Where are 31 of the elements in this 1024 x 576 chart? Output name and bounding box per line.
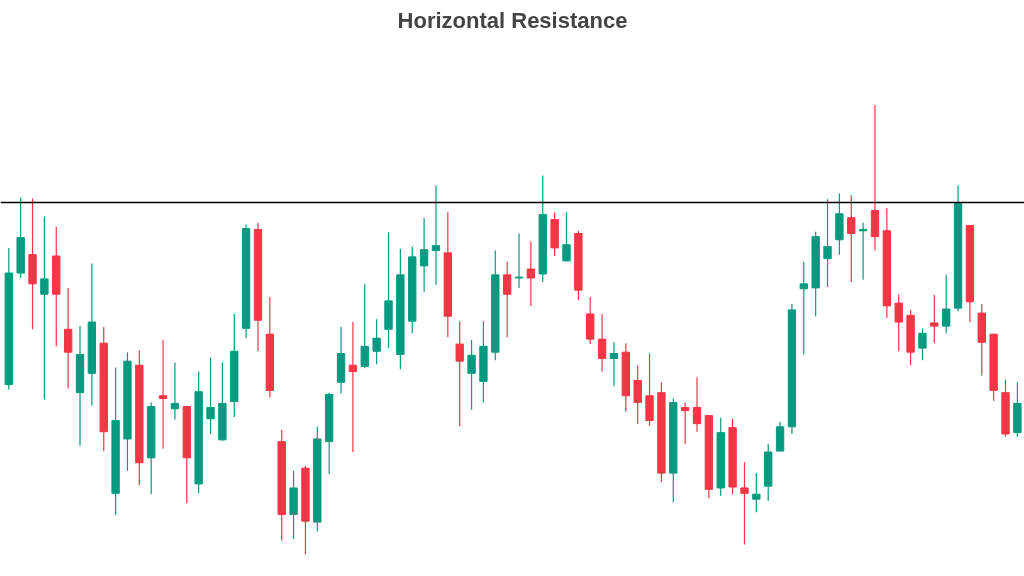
candlestick (930, 294, 939, 344)
candlestick (609, 341, 619, 387)
candlestick (823, 198, 832, 288)
candlestick (360, 283, 369, 369)
candlestick (63, 287, 73, 390)
candlestick (918, 327, 927, 361)
candlestick (455, 320, 464, 427)
candlestick (562, 211, 571, 262)
candlestick (348, 321, 358, 453)
candlestick (692, 376, 702, 433)
candlestick (206, 356, 215, 435)
chart-title: Horizontal Resistance (397, 7, 628, 33)
candlestick (633, 364, 642, 425)
candlestick (419, 217, 429, 293)
candlestick (526, 240, 536, 307)
candlestick (158, 339, 168, 450)
candlestick (752, 472, 761, 513)
candlestick (680, 401, 690, 445)
candlestick (372, 318, 381, 365)
candlestick (894, 293, 903, 352)
candlestick (467, 339, 476, 411)
candlestick (847, 194, 856, 283)
candlestick (597, 313, 607, 373)
candlestick (502, 261, 512, 338)
candlestick (740, 461, 749, 546)
candlestick (514, 232, 524, 289)
candlestick (170, 361, 180, 421)
candlestick (431, 184, 441, 286)
candlestick (942, 274, 951, 334)
candlestick (40, 215, 49, 400)
candlestick (799, 261, 808, 356)
